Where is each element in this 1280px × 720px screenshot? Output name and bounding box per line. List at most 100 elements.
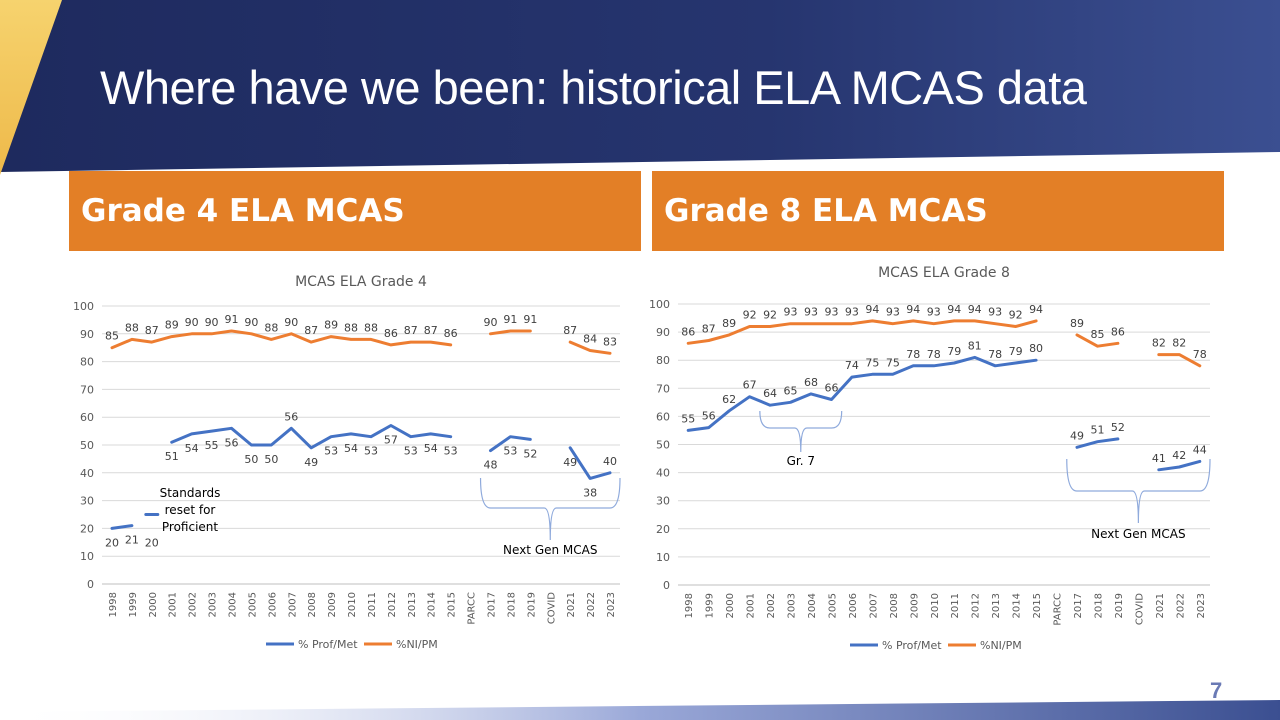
data-label: 94 — [968, 303, 982, 316]
legend-label: % Prof/Met — [882, 639, 942, 652]
data-label: 93 — [804, 306, 818, 319]
data-label: 44 — [1193, 443, 1207, 456]
series-line-ni-pm — [686, 319, 1038, 345]
x-tick-label: 2023 — [606, 592, 617, 617]
series-line-ni-pm — [1157, 353, 1202, 368]
data-label: 75 — [865, 356, 879, 369]
x-tick-label: 2000 — [725, 593, 736, 618]
data-label: 56 — [284, 410, 298, 423]
y-tick-label: 90 — [80, 328, 94, 341]
y-tick-label: 80 — [656, 354, 670, 367]
x-tick-label: 2006 — [848, 593, 859, 618]
data-label: 53 — [503, 445, 517, 458]
data-label: 64 — [763, 387, 777, 400]
x-tick-label: 2006 — [267, 592, 278, 617]
data-label: 52 — [523, 447, 537, 460]
data-label: 90 — [205, 316, 219, 329]
data-label: 79 — [947, 345, 961, 358]
data-label: 93 — [927, 306, 941, 319]
legend-label: % Prof/Met — [298, 638, 358, 651]
x-tick-label: 2018 — [1093, 593, 1104, 618]
data-label: 92 — [1009, 308, 1023, 321]
title-banner — [0, 0, 1280, 172]
series-line-ni-pm — [568, 340, 612, 355]
data-label: 94 — [947, 303, 961, 316]
x-tick-label: 2008 — [889, 593, 900, 618]
data-label: 90 — [185, 316, 199, 329]
x-tick-label: 2014 — [1012, 593, 1023, 618]
y-tick-label: 0 — [87, 578, 94, 591]
data-label: 87 — [702, 323, 716, 336]
page-number: 7 — [1210, 678, 1223, 703]
y-tick-label: 70 — [80, 383, 94, 396]
series-line-ni-pm — [489, 329, 532, 336]
annotation-text: Gr. 7 — [787, 454, 815, 468]
data-label: 78 — [927, 348, 941, 361]
chart-title: MCAS ELA Grade 4 — [295, 274, 427, 290]
data-label: 89 — [1070, 317, 1084, 330]
data-label: 86 — [1111, 325, 1125, 338]
series-line-prof-met — [170, 424, 453, 450]
data-label: 93 — [845, 306, 859, 319]
data-label: 57 — [384, 434, 398, 447]
series-line-prof-met — [110, 524, 134, 530]
annotation-line: reset for — [165, 503, 216, 517]
x-tick-label: PARCC — [467, 592, 478, 625]
data-label: 93 — [988, 306, 1002, 319]
data-label: 79 — [1009, 345, 1023, 358]
gold-accent — [0, 0, 62, 175]
data-label: 93 — [886, 306, 900, 319]
data-label: 53 — [444, 445, 458, 458]
series-line-prof-met — [489, 435, 532, 453]
data-label: 20 — [105, 536, 119, 549]
x-tick-label: 2015 — [447, 592, 458, 617]
data-label: 50 — [264, 453, 278, 466]
data-label: 65 — [784, 384, 798, 397]
x-tick-label: 2007 — [287, 592, 298, 617]
data-label: 54 — [344, 442, 358, 455]
data-label: 89 — [722, 317, 736, 330]
x-tick-label: 2008 — [307, 592, 318, 617]
grade8-header: Grade 8 ELA MCAS — [652, 171, 1224, 251]
data-label: 90 — [484, 316, 498, 329]
x-tick-label: 2022 — [1175, 593, 1186, 618]
data-label: 50 — [244, 453, 258, 466]
data-label: 55 — [681, 412, 695, 425]
data-label: 91 — [503, 313, 517, 326]
x-tick-label: 2021 — [1155, 593, 1166, 618]
x-tick-label: 1998 — [684, 593, 695, 618]
data-label: 86 — [681, 325, 695, 338]
data-label: 40 — [603, 455, 617, 468]
data-label: 53 — [404, 445, 418, 458]
x-tick-label: COVID — [546, 592, 557, 624]
annotation-line: Standards — [160, 486, 221, 500]
annotation-bracket — [479, 477, 621, 541]
data-label: 93 — [784, 306, 798, 319]
data-label: 53 — [324, 445, 338, 458]
data-label: 88 — [344, 321, 358, 334]
data-label: 83 — [603, 335, 617, 348]
annotation-line: Proficient — [162, 520, 219, 534]
data-label: 88 — [264, 321, 278, 334]
data-label: 87 — [304, 324, 318, 337]
data-label: 84 — [583, 332, 597, 345]
data-label: 53 — [364, 445, 378, 458]
x-tick-label: 2021 — [566, 592, 577, 617]
data-label: 21 — [125, 534, 139, 547]
x-tick-label: 2001 — [168, 592, 179, 617]
x-tick-label: 2011 — [950, 593, 961, 618]
x-tick-label: 2013 — [407, 592, 418, 617]
annotation-text: Next Gen MCAS — [503, 543, 597, 557]
x-tick-label: 2017 — [487, 592, 498, 617]
data-label: 87 — [563, 324, 577, 337]
x-tick-label: 2012 — [971, 593, 982, 618]
x-tick-label: 2003 — [787, 593, 798, 618]
data-label: 66 — [824, 382, 838, 395]
data-label: 86 — [444, 327, 458, 340]
data-label: 89 — [324, 319, 338, 332]
x-tick-label: 2004 — [228, 592, 239, 617]
bottom-accent — [0, 700, 1280, 720]
x-tick-label: 2007 — [868, 593, 879, 618]
data-label: 54 — [424, 442, 438, 455]
data-label: 49 — [1070, 429, 1084, 442]
